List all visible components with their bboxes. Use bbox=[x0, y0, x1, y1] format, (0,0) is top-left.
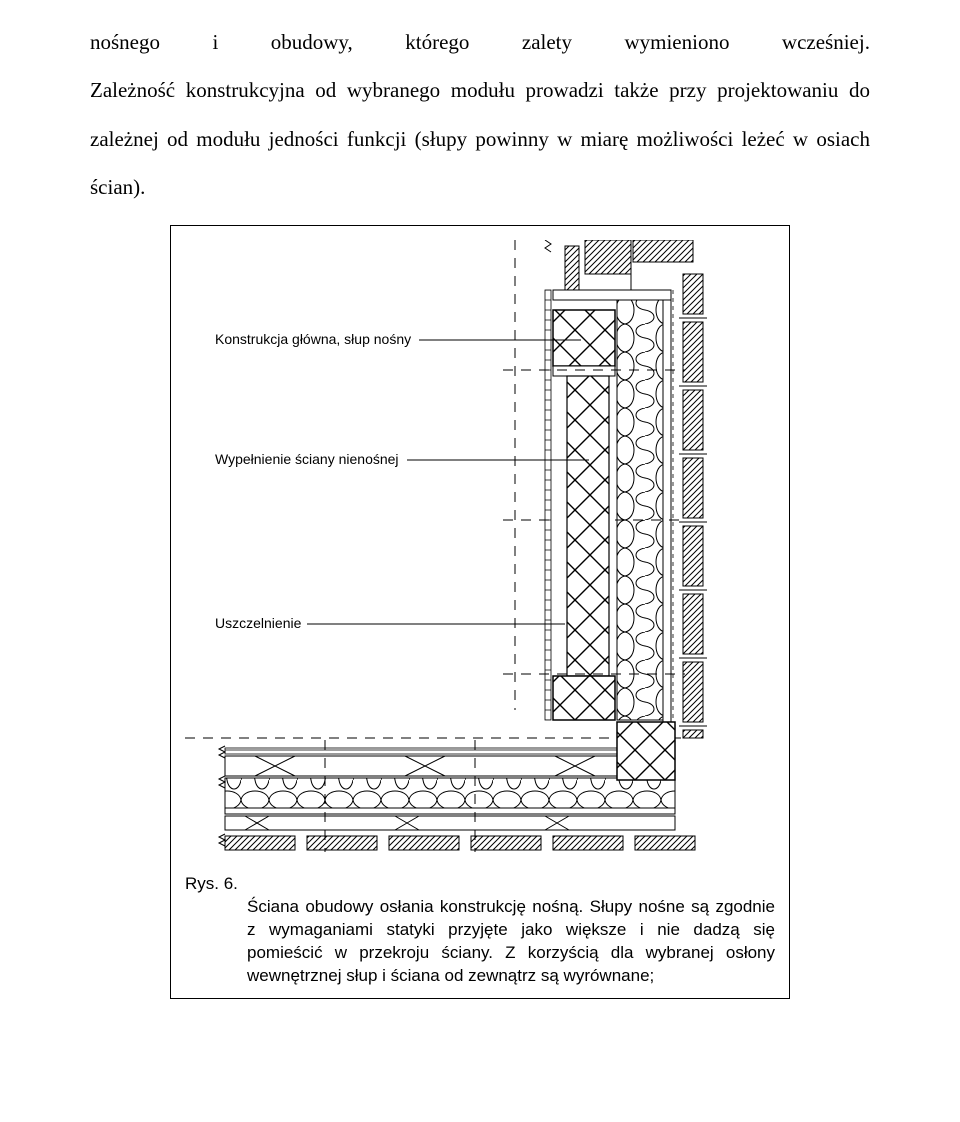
word: którego bbox=[405, 18, 469, 66]
word: i bbox=[212, 18, 218, 66]
paragraph-rest: Zależność konstrukcyjna od wybranego mod… bbox=[90, 78, 870, 199]
label-konstrukcja: Konstrukcja główna, słup nośny bbox=[215, 331, 411, 347]
technical-drawing: Konstrukcja główna, słup nośny Wypełnien… bbox=[185, 240, 775, 852]
label-uszczelnienie: Uszczelnienie bbox=[215, 615, 302, 631]
figure: Konstrukcja główna, słup nośny Wypełnien… bbox=[170, 225, 790, 999]
word: wcześniej. bbox=[782, 18, 870, 66]
word: zalety bbox=[522, 18, 572, 66]
figure-caption: Rys. 6. Ściana obudowy osłania konstrukc… bbox=[185, 873, 775, 988]
caption-prefix: Rys. 6. bbox=[185, 874, 238, 893]
page: nośnego i obudowy, którego zalety wymien… bbox=[0, 0, 960, 1039]
body-paragraph: nośnego i obudowy, którego zalety wymien… bbox=[90, 18, 870, 211]
label-wypelnienie: Wypełnienie ściany nienośnej bbox=[215, 451, 399, 467]
caption-text: Ściana obudowy osłania konstrukcję nośną… bbox=[185, 896, 775, 988]
paragraph-line-1: nośnego i obudowy, którego zalety wymien… bbox=[90, 18, 870, 66]
figure-container: Konstrukcja główna, słup nośny Wypełnien… bbox=[90, 225, 870, 999]
word: nośnego bbox=[90, 18, 160, 66]
word: obudowy, bbox=[271, 18, 353, 66]
word: wymieniono bbox=[624, 18, 729, 66]
